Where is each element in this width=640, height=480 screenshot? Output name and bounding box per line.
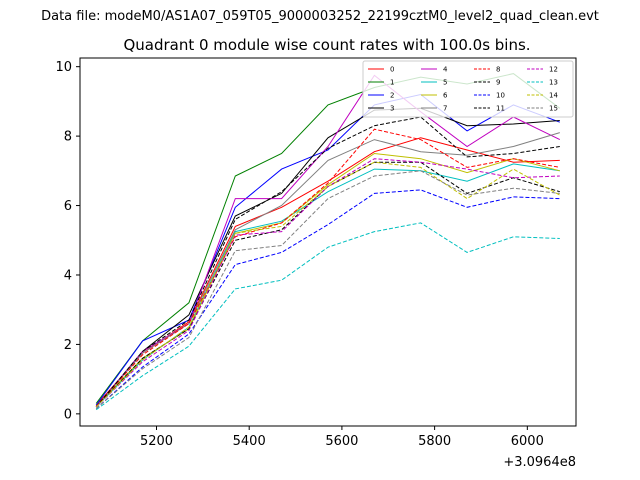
legend-label-4: 4 xyxy=(443,66,448,74)
legend-label-9: 9 xyxy=(496,79,500,87)
plot-area xyxy=(95,73,561,411)
y-tick-label: 8 xyxy=(64,130,72,145)
legend-label-8: 8 xyxy=(496,66,500,74)
chart-title: Quadrant 0 module wise count rates with … xyxy=(123,36,530,54)
y-axis-ticks: 0 2 4 6 8 10 xyxy=(55,60,80,422)
x-tick-label: 5600 xyxy=(325,434,358,449)
legend-box xyxy=(362,60,574,118)
series-line-15 xyxy=(95,170,560,409)
x-axis-ticks: 5200 5400 5600 5800 6000 xyxy=(140,426,544,449)
legend-label-7: 7 xyxy=(443,105,447,113)
series-line-13 xyxy=(95,222,560,411)
legend-label-3: 3 xyxy=(390,105,394,113)
series-line-3 xyxy=(95,107,560,408)
y-tick-label: 2 xyxy=(64,338,72,353)
series-line-8 xyxy=(95,128,560,407)
series-line-12 xyxy=(95,158,560,408)
legend-label-0: 0 xyxy=(390,66,394,74)
legend-label-2: 2 xyxy=(390,92,394,100)
x-tick-label: 5800 xyxy=(418,434,451,449)
x-tick-label: 5200 xyxy=(140,434,173,449)
legend-label-11: 11 xyxy=(496,105,505,113)
x-tick-label: 5400 xyxy=(233,434,266,449)
y-tick-label: 0 xyxy=(64,407,72,422)
y-tick-label: 4 xyxy=(64,268,72,283)
series-line-0 xyxy=(95,137,560,406)
figure-suptitle: Data file: modeM0/AS1A07_059T05_90000032… xyxy=(41,9,599,24)
y-tick-label: 6 xyxy=(64,199,72,214)
legend-label-13: 13 xyxy=(549,79,558,87)
legend-label-10: 10 xyxy=(496,92,505,100)
legend-label-15: 15 xyxy=(549,105,558,113)
series-line-9 xyxy=(95,116,560,408)
series-lines xyxy=(95,73,561,411)
legend-label-5: 5 xyxy=(443,79,447,87)
legend-label-1: 1 xyxy=(390,79,394,87)
x-tick-label: 6000 xyxy=(511,434,544,449)
series-line-7 xyxy=(95,132,560,408)
x-axis-offset-label: +3.0964e8 xyxy=(503,455,576,470)
axes-frame xyxy=(79,57,577,427)
legend-label-6: 6 xyxy=(443,92,448,100)
legend-label-14: 14 xyxy=(549,92,558,100)
series-line-14 xyxy=(95,161,561,408)
y-tick-label: 10 xyxy=(55,60,72,75)
legend-label-12: 12 xyxy=(549,66,558,74)
